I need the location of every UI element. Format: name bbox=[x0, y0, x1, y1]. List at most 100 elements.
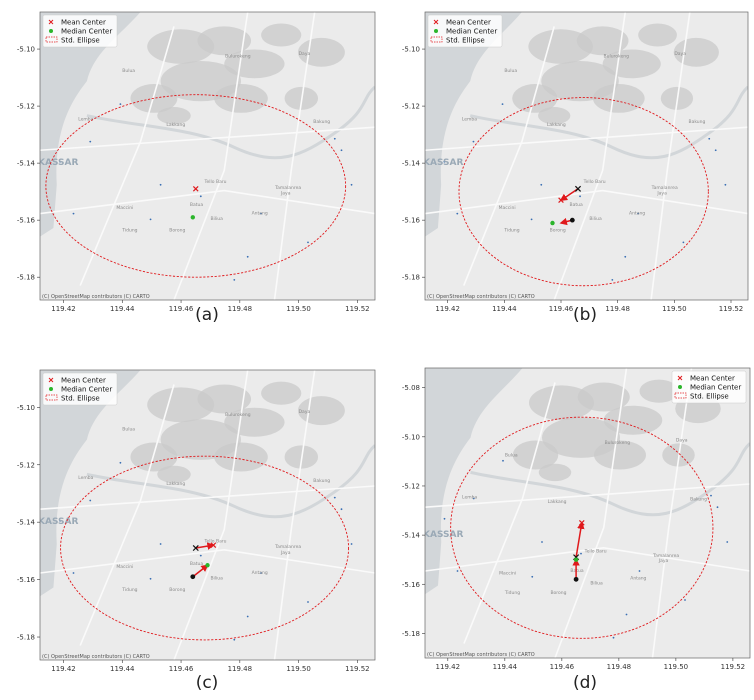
place-label: Daya bbox=[674, 51, 686, 57]
y-tick-label: -5.08 bbox=[402, 384, 420, 392]
legend-ellipse-label: Std. Ellipse bbox=[446, 37, 485, 45]
y-tick-label: -5.16 bbox=[17, 217, 36, 225]
green-area bbox=[261, 382, 301, 405]
y-tick-label: -5.14 bbox=[402, 532, 421, 540]
data-point bbox=[89, 141, 91, 143]
y-tick-label: -5.16 bbox=[402, 581, 421, 589]
data-point bbox=[611, 279, 613, 281]
place-label: Bakung bbox=[690, 497, 707, 503]
data-point bbox=[726, 541, 728, 543]
panel-caption-a: (a) bbox=[177, 305, 237, 325]
place-label: Lakkang bbox=[166, 481, 185, 487]
place-label: Borong bbox=[550, 228, 566, 234]
place-label: Antang bbox=[630, 575, 646, 581]
x-tick-label: 119.42 bbox=[51, 665, 76, 673]
data-point bbox=[684, 599, 686, 601]
place-label: Bulua bbox=[504, 68, 517, 74]
place-label: Jaya bbox=[280, 190, 291, 196]
place-label: Maccini bbox=[499, 570, 516, 576]
data-point bbox=[247, 256, 249, 258]
place-label: Tidung bbox=[504, 590, 520, 596]
x-tick-label: 119.44 bbox=[493, 663, 518, 671]
y-tick-label: -5.14 bbox=[402, 160, 421, 168]
place-label: Borong bbox=[550, 590, 566, 596]
place-label: Bakung bbox=[313, 478, 330, 484]
y-tick-label: -5.12 bbox=[17, 103, 35, 111]
data-point bbox=[715, 149, 717, 151]
median-center-marker bbox=[574, 557, 578, 561]
data-point bbox=[613, 637, 615, 639]
place-label: Bulurokeng bbox=[225, 412, 251, 418]
map-attribution: (C) OpenStreetMap contributors (C) CARTO bbox=[42, 294, 150, 300]
x-tick-label: 119.52 bbox=[345, 305, 370, 313]
x-tick-label: 119.42 bbox=[435, 305, 460, 313]
place-label: Tamalanrea bbox=[274, 185, 301, 191]
x-tick-label: 119.44 bbox=[110, 305, 135, 313]
place-label: Lemba bbox=[462, 494, 477, 500]
y-tick-label: -5.18 bbox=[17, 634, 35, 642]
place-label: Bulurokeng bbox=[225, 54, 251, 60]
y-tick-label: -5.10 bbox=[17, 46, 35, 54]
y-tick-label: -5.14 bbox=[17, 160, 36, 168]
place-label: Tidung bbox=[503, 228, 519, 234]
basemap-a: Tello BaruTamalanreaJayaBatuaBiliuaAntan… bbox=[38, 12, 375, 300]
legend-median-label: Median Center bbox=[446, 28, 497, 36]
data-point bbox=[233, 279, 235, 281]
map-d: Tello BaruTamalanreaJayaBatuaBiliuaAntan… bbox=[377, 350, 754, 700]
data-point bbox=[150, 578, 152, 580]
data-point bbox=[531, 218, 533, 220]
place-label: Tello Baru bbox=[204, 179, 227, 185]
place-label: Biliua bbox=[210, 576, 223, 582]
x-tick-label: 119.48 bbox=[607, 663, 632, 671]
y-tick-label: -5.10 bbox=[402, 46, 420, 54]
y-tick-label: -5.12 bbox=[402, 103, 420, 111]
city-label: KASSAR bbox=[38, 517, 78, 527]
map-attribution: (C) OpenStreetMap contributors (C) CARTO bbox=[42, 654, 150, 660]
basemap-d: Tello BaruTamalanreaJayaBatuaBiliuaAntan… bbox=[423, 368, 750, 658]
legend-median-symbol bbox=[49, 387, 53, 391]
y-tick-label: -5.10 bbox=[17, 404, 35, 412]
previous-median-center bbox=[190, 574, 195, 579]
place-label: Batua bbox=[190, 561, 203, 567]
data-point bbox=[639, 570, 641, 572]
map-panel-c: Tello Baru Tamalanrea Jaya Batua Biliua Antan… bbox=[0, 350, 377, 700]
data-point bbox=[341, 149, 343, 151]
data-point bbox=[341, 508, 343, 510]
y-tick-label: -5.18 bbox=[17, 274, 35, 282]
place-label: Bulurokeng bbox=[605, 440, 631, 446]
x-tick-label: 119.42 bbox=[51, 305, 76, 313]
legend-ellipse-label: Std. Ellipse bbox=[61, 395, 100, 403]
place-label: Tamalanrea bbox=[651, 185, 678, 191]
x-tick-label: 119.50 bbox=[664, 663, 689, 671]
place-label: Tello Baru bbox=[583, 179, 606, 185]
green-area bbox=[157, 107, 191, 124]
map-b: Tello BaruTamalanreaJayaBatuaBiliuaAntan… bbox=[377, 0, 754, 350]
median-center-marker bbox=[191, 215, 195, 219]
y-tick-label: -5.12 bbox=[402, 482, 420, 490]
data-point bbox=[120, 462, 122, 464]
green-area bbox=[638, 24, 677, 47]
data-point bbox=[624, 256, 626, 258]
x-tick-label: 119.46 bbox=[169, 665, 194, 673]
place-label: Tamalanrea bbox=[274, 544, 301, 550]
place-label: Lemba bbox=[78, 116, 93, 122]
data-point bbox=[200, 555, 202, 557]
data-point bbox=[531, 576, 533, 578]
data-point bbox=[120, 103, 122, 105]
place-label: Lakkang bbox=[547, 122, 566, 128]
legend-mean-label: Mean Center bbox=[61, 377, 106, 385]
data-point bbox=[150, 218, 152, 220]
green-area bbox=[539, 464, 572, 481]
x-tick-label: 119.46 bbox=[550, 663, 575, 671]
x-tick-label: 119.44 bbox=[110, 665, 135, 673]
x-tick-label: 119.42 bbox=[436, 663, 461, 671]
legend-mean-label: Mean Center bbox=[446, 19, 491, 27]
y-tick-label: -5.10 bbox=[402, 433, 420, 441]
place-label: Bulua bbox=[505, 452, 518, 458]
map-panel-b: Tello Baru Tamalanrea Jaya Batua Biliua Antan… bbox=[377, 0, 754, 350]
map-panel-a: Tello Baru Tamalanrea Jaya Batua Biliua Antan… bbox=[0, 0, 377, 350]
map-attribution: (C) OpenStreetMap contributors (C) CARTO bbox=[427, 294, 535, 300]
